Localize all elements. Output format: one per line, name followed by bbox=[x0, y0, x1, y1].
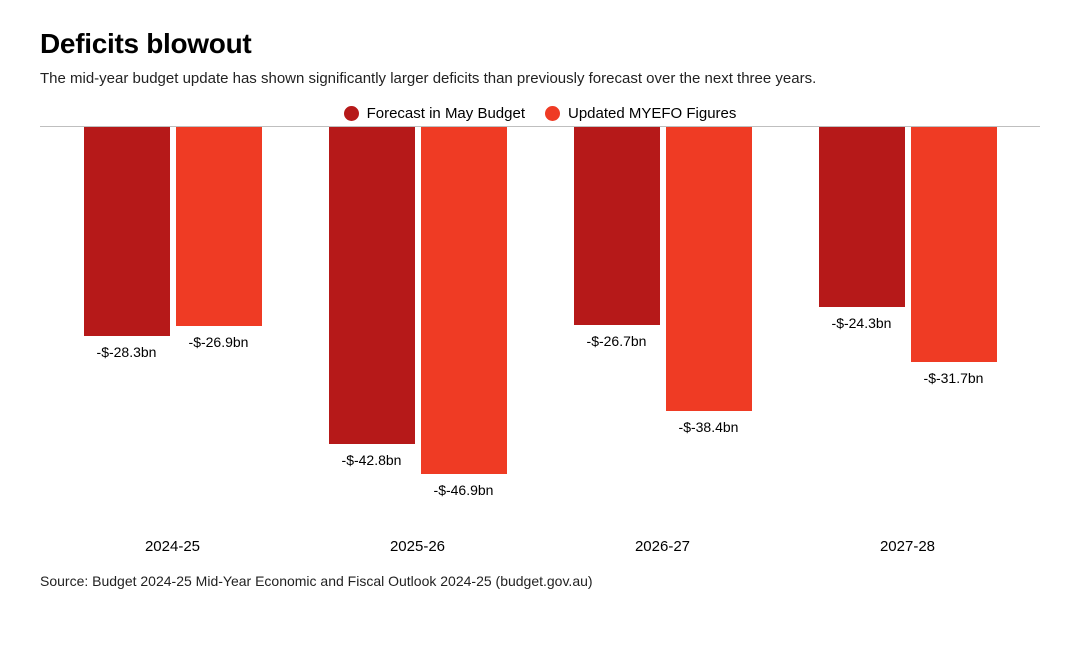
bar-wrap-updated: -$-26.9bn bbox=[176, 127, 262, 350]
bar-updated bbox=[176, 127, 262, 326]
bar-forecast bbox=[574, 127, 660, 325]
x-axis-label: 2025-26 bbox=[295, 538, 540, 555]
bar-group: -$-28.3bn -$-26.9bn bbox=[50, 127, 295, 496]
bar-wrap-forecast: -$-24.3bn bbox=[819, 127, 905, 331]
bar-value-label: -$-26.9bn bbox=[189, 334, 249, 350]
bar-value-label: -$-28.3bn bbox=[97, 344, 157, 360]
legend-item-forecast: Forecast in May Budget bbox=[344, 105, 525, 122]
bar-updated bbox=[666, 127, 752, 411]
bar-wrap-updated: -$-46.9bn bbox=[421, 127, 507, 498]
bar-wrap-updated: -$-31.7bn bbox=[911, 127, 997, 386]
bar-updated bbox=[911, 127, 997, 362]
x-axis: 2024-252025-262026-272027-28 bbox=[40, 538, 1040, 555]
legend-swatch-updated bbox=[545, 106, 560, 121]
legend: Forecast in May Budget Updated MYEFO Fig… bbox=[40, 105, 1040, 122]
bar-value-label: -$-31.7bn bbox=[924, 370, 984, 386]
chart-container: Deficits blowout The mid-year budget upd… bbox=[0, 0, 1080, 609]
legend-label-updated: Updated MYEFO Figures bbox=[568, 105, 736, 122]
chart-subtitle: The mid-year budget update has shown sig… bbox=[40, 70, 1040, 87]
bar-value-label: -$-24.3bn bbox=[832, 315, 892, 331]
bar-group: -$-26.7bn -$-38.4bn bbox=[540, 127, 785, 496]
bar-group: -$-42.8bn -$-46.9bn bbox=[295, 127, 540, 496]
bar-wrap-forecast: -$-26.7bn bbox=[574, 127, 660, 349]
bar-value-label: -$-38.4bn bbox=[679, 419, 739, 435]
bar-updated bbox=[421, 127, 507, 474]
legend-label-forecast: Forecast in May Budget bbox=[367, 105, 525, 122]
bar-forecast bbox=[329, 127, 415, 444]
chart-title: Deficits blowout bbox=[40, 28, 1040, 60]
legend-item-updated: Updated MYEFO Figures bbox=[545, 105, 736, 122]
x-axis-label: 2024-25 bbox=[50, 538, 295, 555]
bar-wrap-forecast: -$-28.3bn bbox=[84, 127, 170, 360]
bar-group: -$-24.3bn -$-31.7bn bbox=[785, 127, 1030, 496]
source-line: Source: Budget 2024-25 Mid-Year Economic… bbox=[40, 573, 1040, 589]
plot-area: -$-28.3bn -$-26.9bn -$-42.8bn -$-46.9bn -$-2… bbox=[40, 126, 1040, 496]
bar-value-label: -$-42.8bn bbox=[342, 452, 402, 468]
bar-forecast bbox=[819, 127, 905, 307]
x-axis-label: 2026-27 bbox=[540, 538, 785, 555]
bar-wrap-updated: -$-38.4bn bbox=[666, 127, 752, 435]
x-axis-label: 2027-28 bbox=[785, 538, 1030, 555]
legend-swatch-forecast bbox=[344, 106, 359, 121]
bar-value-label: -$-46.9bn bbox=[434, 482, 494, 498]
bar-wrap-forecast: -$-42.8bn bbox=[329, 127, 415, 468]
bar-forecast bbox=[84, 127, 170, 336]
bar-value-label: -$-26.7bn bbox=[587, 333, 647, 349]
